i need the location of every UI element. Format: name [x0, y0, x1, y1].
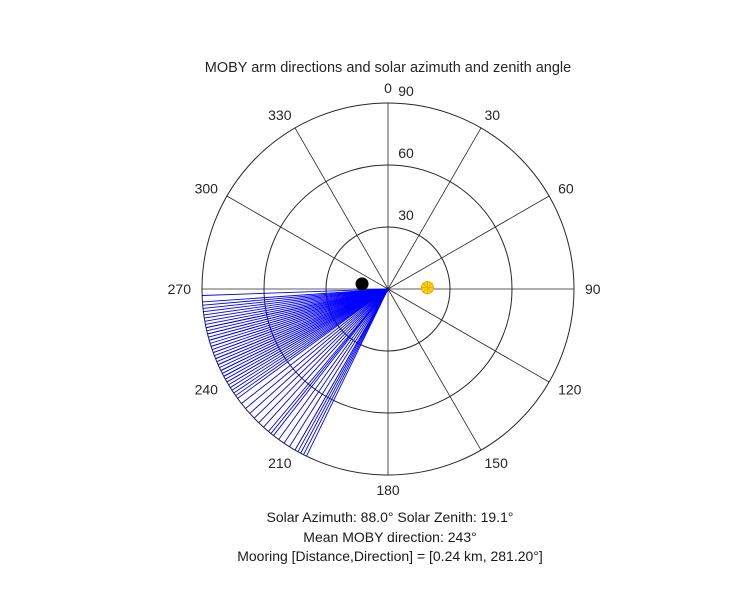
sun-ray: [427, 283, 432, 288]
arm-line: [207, 288, 389, 335]
arm-line: [204, 288, 389, 322]
angle-tick-label: 0: [384, 80, 392, 96]
radial-tick-label: 90: [398, 83, 414, 99]
angle-tick-label: 150: [485, 455, 509, 471]
arm-line: [245, 288, 389, 409]
arm-line: [258, 288, 389, 424]
arm-line: [206, 288, 389, 332]
arm-line: [202, 288, 389, 309]
arm-line: [297, 288, 389, 452]
arm-line: [223, 288, 389, 377]
arm-line: [210, 288, 389, 347]
angle-tick-label: 300: [195, 181, 219, 197]
arm-line: [253, 288, 389, 419]
markers: [355, 277, 434, 295]
sun-ray: [427, 287, 432, 293]
grid-spoke-30: [387, 127, 482, 290]
arm-line: [222, 288, 389, 374]
arm-line: [203, 288, 389, 313]
mooring-caption: Mooring [Distance,Direction] = [0.24 km,…: [237, 548, 543, 564]
arm-line: [203, 288, 389, 316]
grid-spoke-60: [387, 195, 550, 290]
arm-line: [235, 288, 389, 397]
arm-line: [209, 288, 389, 341]
radial-tick-label: 60: [398, 145, 414, 161]
arm-line: [205, 288, 389, 329]
arm-line: [231, 288, 389, 391]
chart-title: MOBY arm directions and solar azimuth an…: [205, 60, 571, 76]
arm-line: [209, 288, 389, 344]
arm-line: [233, 288, 389, 394]
grid-spoke-330: [294, 127, 389, 290]
sun-ray: [422, 283, 428, 288]
arm-line: [219, 288, 389, 369]
arm-line: [268, 288, 389, 432]
radial-tick-label: 30: [398, 207, 414, 223]
arm-line: [217, 288, 389, 366]
angle-tick-label: 270: [168, 281, 192, 297]
arm-line: [216, 288, 389, 363]
angle-tick-label: 210: [268, 455, 292, 471]
arm-line: [202, 288, 389, 296]
arm-line: [228, 288, 389, 386]
sun-ray: [422, 287, 428, 293]
arm-line: [241, 288, 389, 404]
angle-tick-label: 330: [268, 107, 292, 123]
arm-line: [300, 288, 389, 454]
angle-tick-label: 180: [376, 482, 400, 498]
moby-arm-lines: [202, 288, 389, 457]
mooring-marker: [355, 277, 369, 291]
angle-tick-label: 60: [558, 181, 574, 197]
tick-labels: 0 30 60 90 120 150 180 210 240 270 300 330 30 60 90: [168, 80, 601, 498]
arm-line: [289, 288, 389, 447]
arm-line: [211, 288, 389, 350]
grid-spoke-300: [226, 195, 389, 290]
arm-line: [270, 288, 389, 434]
solar-caption: Solar Azimuth: 88.0° Solar Zenith: 19.1°: [266, 509, 514, 525]
arm-line: [202, 288, 389, 303]
arm-line: [204, 288, 389, 319]
arm-line: [213, 288, 389, 354]
mean-direction-caption: Mean MOBY direction: 243°: [303, 529, 477, 545]
arm-line: [278, 288, 389, 440]
arm-line: [225, 288, 389, 380]
grid-spoke-120: [387, 288, 550, 383]
arm-line: [237, 288, 389, 399]
arm-line: [208, 288, 389, 338]
grid-spoke-150: [387, 288, 482, 451]
arm-line: [303, 288, 389, 455]
arm-line: [230, 288, 389, 388]
arm-line: [202, 288, 389, 306]
arm-line: [283, 288, 389, 444]
angle-tick-label: 30: [485, 107, 501, 123]
angle-tick-label: 90: [585, 281, 601, 297]
arm-line: [294, 288, 389, 451]
arm-line: [249, 288, 389, 414]
arm-line: [306, 288, 389, 457]
angle-tick-label: 120: [558, 382, 582, 398]
arm-line: [273, 288, 389, 436]
arm-line: [226, 288, 389, 383]
arm-line: [263, 288, 389, 428]
arm-line: [220, 288, 389, 371]
arm-line: [215, 288, 389, 360]
arm-line: [205, 288, 389, 325]
arm-line: [214, 288, 389, 357]
angle-tick-label: 240: [195, 382, 219, 398]
